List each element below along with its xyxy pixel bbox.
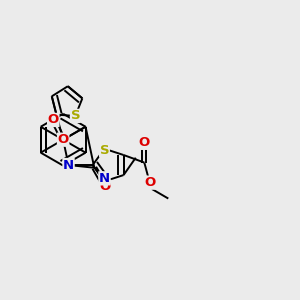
Text: N: N xyxy=(63,158,74,172)
Text: O: O xyxy=(48,113,59,126)
Text: S: S xyxy=(100,144,109,157)
Text: O: O xyxy=(100,180,111,194)
Text: S: S xyxy=(70,110,80,122)
Text: N: N xyxy=(99,172,110,185)
Text: O: O xyxy=(58,133,69,146)
Text: O: O xyxy=(139,136,150,149)
Text: O: O xyxy=(144,176,155,189)
